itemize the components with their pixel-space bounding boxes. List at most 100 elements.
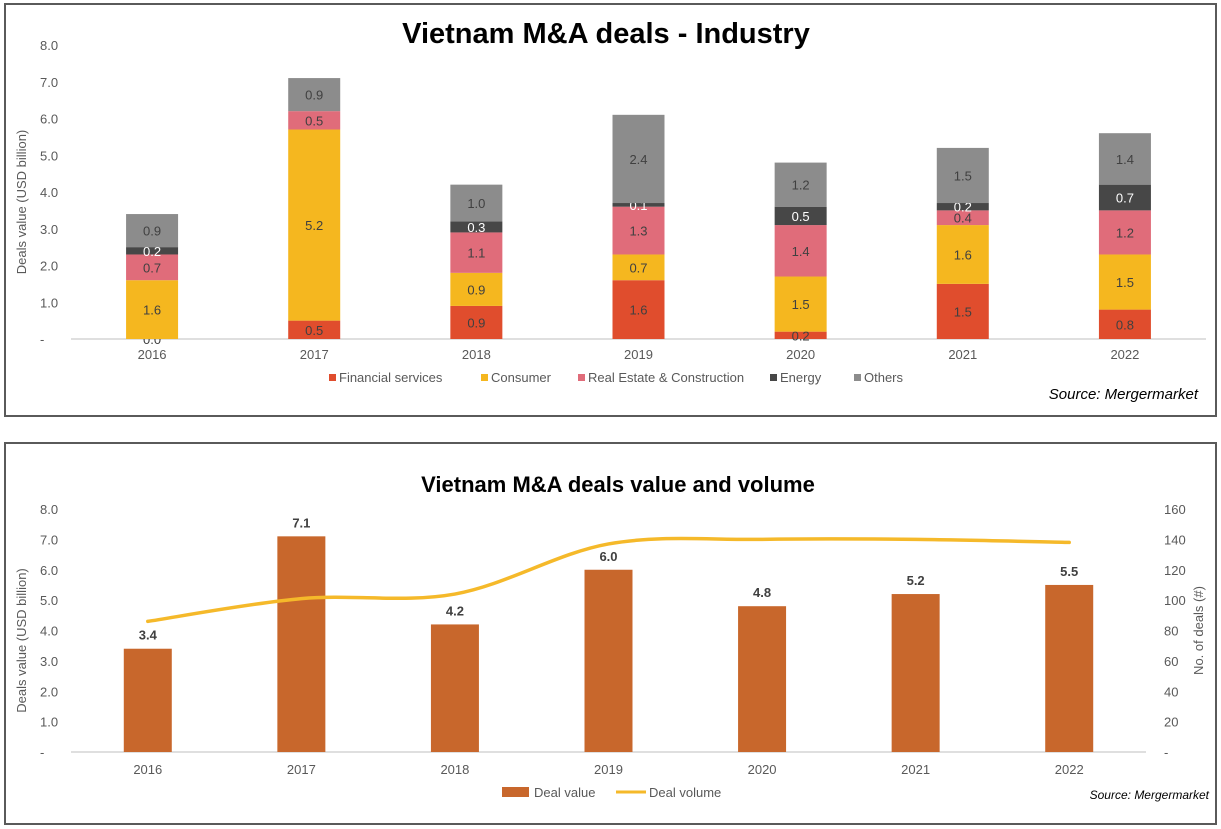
bar-segment-financial-services <box>1098 309 1151 339</box>
deal-value-bar <box>584 569 633 752</box>
data-label: 0.9 <box>467 315 485 330</box>
y-right-tick-label: - <box>1164 745 1168 760</box>
data-label: 1.4 <box>792 244 810 259</box>
x-tick-label: 2017 <box>300 347 329 362</box>
data-label: 1.6 <box>629 303 647 318</box>
y-tick-label: 7.0 <box>40 532 58 547</box>
x-tick-label: 2021 <box>948 347 977 362</box>
data-label: 1.2 <box>792 178 810 193</box>
y-right-tick-label: 120 <box>1164 563 1186 578</box>
y-tick-label: 3.0 <box>40 222 58 237</box>
data-label: 0.2 <box>954 200 972 215</box>
value-volume-chart-panel: Vietnam M&A deals value and volume - 1.0 2.… <box>4 442 1217 825</box>
bar-segment-energy <box>774 206 827 226</box>
bar-segment-financial-services <box>936 283 989 339</box>
data-label: 2.4 <box>629 152 647 167</box>
legend-label: Deal value <box>534 785 595 800</box>
x-tick-label: 2018 <box>462 347 491 362</box>
bar-segment-real-estate-construction <box>612 206 665 255</box>
legend-swatch <box>770 374 777 381</box>
data-label: 5.5 <box>1060 564 1078 579</box>
data-label: 6.0 <box>599 549 617 564</box>
data-label: 0.8 <box>1116 317 1134 332</box>
data-label: 0.2 <box>143 244 161 259</box>
y-tick-label: 8.0 <box>40 38 58 53</box>
data-label: 0.7 <box>629 260 647 275</box>
data-label: 1.0 <box>467 196 485 211</box>
legend-label: Real Estate & Construction <box>588 370 744 385</box>
bar-segment-others <box>1098 133 1151 185</box>
x-tick-label: 2019 <box>624 347 653 362</box>
bar-segment-others <box>612 114 665 204</box>
data-label: 1.5 <box>954 168 972 183</box>
x-tick-label: 2020 <box>748 762 777 777</box>
data-label: 1.5 <box>954 304 972 319</box>
data-label: 0.9 <box>143 224 161 239</box>
data-label: 7.1 <box>292 515 310 530</box>
bar-segment-consumer <box>1098 254 1151 310</box>
x-tick-label: 2019 <box>594 762 623 777</box>
data-label: 1.4 <box>1116 152 1134 167</box>
data-label: 0.7 <box>143 260 161 275</box>
bar-segment-consumer <box>288 129 341 321</box>
y-right-tick-label: 160 <box>1164 502 1186 517</box>
data-label: 1.5 <box>792 297 810 312</box>
y-tick-label: 1.0 <box>40 715 58 730</box>
y-tick-label: 5.0 <box>40 593 58 608</box>
data-label: 1.2 <box>1116 225 1134 240</box>
data-label: 1.1 <box>467 246 485 261</box>
y-tick-label: 8.0 <box>40 502 58 517</box>
data-label: 5.2 <box>305 218 323 233</box>
y-tick-label: 5.0 <box>40 148 58 163</box>
data-label: 3.4 <box>139 628 158 643</box>
bar-segment-real-estate-construction <box>450 232 503 273</box>
y-tick-label: 7.0 <box>40 75 58 90</box>
bar-segment-energy <box>936 203 989 211</box>
bar-segment-others <box>936 147 989 204</box>
legend-label: Deal volume <box>649 785 721 800</box>
deal-value-bar <box>738 606 787 752</box>
bar-segment-energy <box>450 221 503 233</box>
x-tick-label: 2017 <box>287 762 316 777</box>
x-tick-label: 2016 <box>138 347 167 362</box>
industry-chart-panel: Vietnam M&A deals - Industry - 1.0 2.0 3.0 4.… <box>4 3 1217 417</box>
legend-swatch <box>329 374 336 381</box>
x-tick-label: 2020 <box>786 347 815 362</box>
bar-segment-energy <box>126 247 179 255</box>
bar-segment-others <box>126 214 179 248</box>
legend-swatch <box>854 374 861 381</box>
y-right-tick-label: 60 <box>1164 654 1178 669</box>
y-right-axis-label: No. of deals (#) <box>1191 586 1206 675</box>
data-label: 5.2 <box>907 573 925 588</box>
legend-label: Consumer <box>491 370 552 385</box>
data-label: 0.9 <box>305 88 323 103</box>
chart-title: Vietnam M&A deals - Industry <box>402 18 810 50</box>
data-label: 1.5 <box>1116 275 1134 290</box>
bar-segment-energy <box>612 203 665 207</box>
legend-swatch-bar <box>502 787 529 797</box>
y-tick-label: - <box>40 745 44 760</box>
data-label: 1.3 <box>629 224 647 239</box>
bar-segment-energy <box>1098 184 1151 211</box>
data-label: 1.6 <box>954 247 972 262</box>
y-tick-label: 2.0 <box>40 259 58 274</box>
y-tick-label: - <box>40 332 44 347</box>
bar-segment-consumer <box>450 272 503 306</box>
bar-segment-real-estate-construction <box>774 225 827 277</box>
bar-segment-financial-services <box>288 320 341 339</box>
y-tick-label: 3.0 <box>40 654 58 669</box>
chart-title: Vietnam M&A deals value and volume <box>421 472 815 497</box>
deal-value-bar <box>123 648 172 752</box>
x-tick-label: 2022 <box>1055 762 1084 777</box>
bar-segment-financial-services <box>450 305 503 339</box>
y-right-tick-label: 100 <box>1164 593 1186 608</box>
x-tick-label: 2021 <box>901 762 930 777</box>
data-label: 0.4 <box>954 211 972 226</box>
x-tick-label: 2018 <box>440 762 469 777</box>
x-tick-label: 2022 <box>1110 347 1139 362</box>
legend-label: Others <box>864 370 904 385</box>
data-label: 1.6 <box>143 303 161 318</box>
bar-segment-others <box>774 162 827 207</box>
industry-stacked-bar-chart: Vietnam M&A deals - Industry - 1.0 2.0 3.0 4.… <box>14 18 1206 403</box>
deal-value-bar <box>277 536 326 752</box>
